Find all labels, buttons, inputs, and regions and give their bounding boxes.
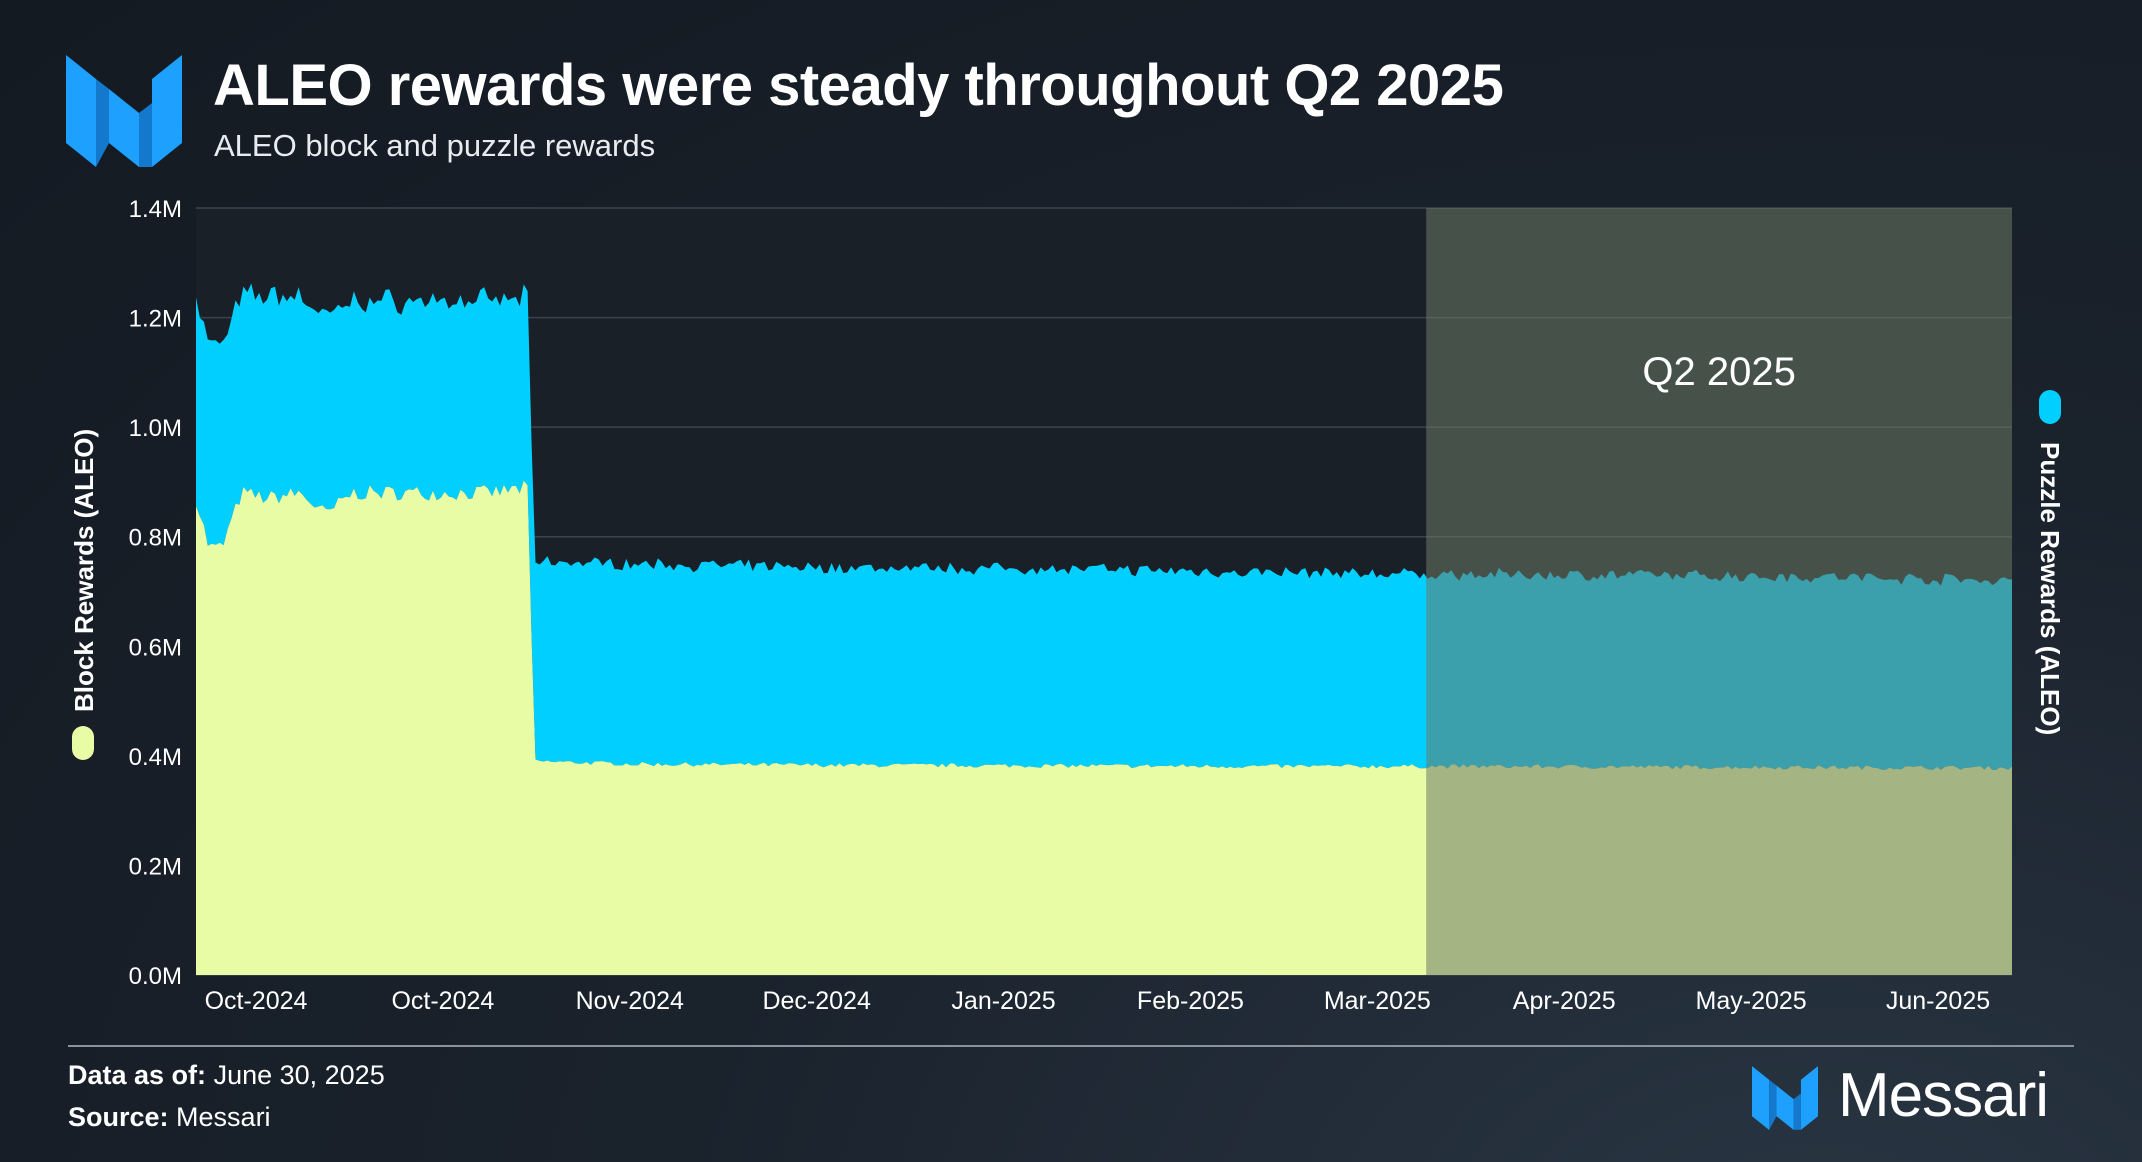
stacked-area-chart: 0.0M 0.2M 0.4M 0.6M 0.8M 1.0M 1.2M 1.4M Q2 2025 O… — [69, 196, 2065, 1015]
y-tick-label: 0.8M — [129, 525, 182, 552]
x-tick-label: Nov-2024 — [576, 987, 684, 1015]
footer-divider — [68, 1045, 1076, 1047]
x-tick-label: Feb-2025 — [1137, 987, 1244, 1015]
x-tick-label: Mar-2025 — [1324, 987, 1431, 1015]
y-axis-label-left: Block Rewards (ALEO) — [69, 429, 99, 712]
chart-subtitle: ALEO block and puzzle rewards — [214, 128, 656, 163]
y-tick-label: 1.2M — [129, 306, 182, 333]
footer-divider — [1076, 1045, 2074, 1047]
source-value: Messari — [176, 1102, 271, 1132]
puzzle-legend-swatch — [2039, 390, 2061, 424]
y-tick-label: 0.2M — [129, 853, 182, 880]
y-tick-label: 0.0M — [129, 963, 182, 990]
y-tick-label: 0.6M — [129, 634, 182, 661]
block-legend-swatch — [72, 726, 94, 760]
x-tick-label: Oct-2024 — [391, 987, 494, 1015]
data-as-of: Data as of: June 30, 2025 — [68, 1060, 385, 1091]
q2-highlight-band — [1426, 208, 2012, 975]
source-label: Source: — [68, 1102, 169, 1132]
x-tick-label: Oct-2024 — [205, 987, 308, 1015]
source: Source: Messari — [68, 1102, 271, 1133]
x-tick-label: Jun-2025 — [1886, 987, 1990, 1015]
q2-annotation-label: Q2 2025 — [1642, 350, 1795, 394]
y-tick-label: 1.4M — [129, 196, 182, 223]
chart-title: ALEO rewards were steady throughout Q2 2… — [213, 53, 1504, 118]
messari-logo-icon — [66, 55, 182, 167]
x-tick-label: Jan-2025 — [951, 987, 1055, 1015]
messari-brand: Messari — [1752, 1061, 2082, 1132]
brand-name: Messari — [1838, 1061, 2049, 1130]
y-tick-label: 0.4M — [129, 744, 182, 771]
y-tick-label: 1.0M — [129, 415, 182, 442]
x-tick-label: May-2025 — [1696, 987, 1807, 1015]
data-as-of-label: Data as of: — [68, 1060, 207, 1090]
y-axis-label-right: Puzzle Rewards (ALEO) — [2035, 442, 2065, 735]
x-tick-label: Dec-2024 — [762, 987, 870, 1015]
data-as-of-value: June 30, 2025 — [213, 1060, 385, 1090]
messari-brand-icon — [1752, 1066, 1818, 1130]
x-tick-label: Apr-2025 — [1513, 987, 1616, 1015]
